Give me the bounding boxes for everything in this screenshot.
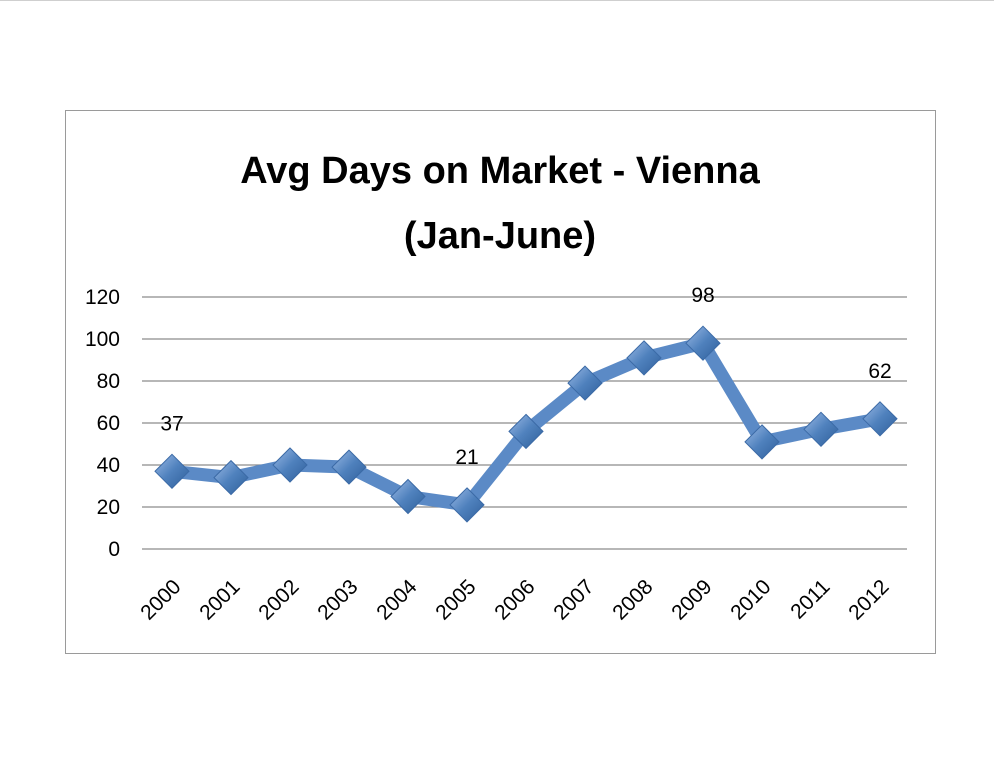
y-tick-label: 80	[97, 370, 120, 393]
data-point-marker	[803, 411, 839, 448]
x-axis-ticks: 2000 2001 2002 2003 2004 2005 2006 2007 2008 2009…	[136, 575, 893, 625]
x-tick-label: 2010	[726, 575, 775, 624]
data-label: 37	[160, 412, 183, 435]
x-tick-label: 2006	[490, 575, 539, 624]
chart-title-line-1: Avg Days on Market - Vienna	[240, 150, 760, 192]
chart-frame	[65, 110, 936, 654]
y-tick-label: 100	[85, 328, 120, 351]
data-point-marker	[567, 365, 603, 401]
data-point-marker	[272, 447, 308, 483]
data-point-marker	[154, 453, 190, 490]
data-label: 21	[455, 446, 478, 469]
y-tick-label: 40	[97, 454, 120, 477]
x-tick-label: 2004	[372, 575, 422, 625]
data-point-marker	[390, 478, 426, 515]
x-tick-label: 2008	[608, 575, 657, 624]
y-axis-ticks: 0 20 40 60 80 100 120	[85, 286, 120, 561]
chart-title-line-2: (Jan-June)	[404, 215, 596, 257]
y-tick-label: 0	[108, 538, 120, 561]
data-point-marker	[508, 413, 544, 450]
x-tick-label: 2003	[313, 575, 362, 624]
data-labels: 37 21 98 62	[160, 284, 891, 469]
x-tick-label: 2012	[844, 575, 893, 624]
data-point-marker	[626, 340, 662, 376]
top-rule	[0, 0, 994, 1]
x-tick-label: 2001	[195, 575, 244, 624]
y-tick-label: 60	[97, 412, 120, 435]
y-tick-label: 20	[97, 496, 120, 519]
data-point-marker	[744, 424, 780, 460]
data-point-marker	[685, 325, 721, 361]
x-tick-label: 2005	[431, 575, 480, 624]
data-point-marker	[331, 449, 367, 485]
x-tick-label: 2000	[136, 575, 185, 624]
x-tick-label: 2007	[549, 575, 598, 624]
data-label: 98	[691, 284, 714, 307]
y-tick-label: 120	[85, 286, 120, 309]
x-tick-label: 2002	[254, 575, 303, 624]
data-point-marker	[213, 459, 249, 496]
data-label: 62	[868, 360, 891, 383]
data-point-marker	[449, 487, 485, 523]
x-tick-label: 2009	[667, 575, 716, 624]
x-tick-label: 2011	[786, 575, 834, 623]
gridlines	[142, 296, 907, 550]
series-markers	[154, 325, 898, 523]
data-point-marker	[862, 401, 898, 437]
